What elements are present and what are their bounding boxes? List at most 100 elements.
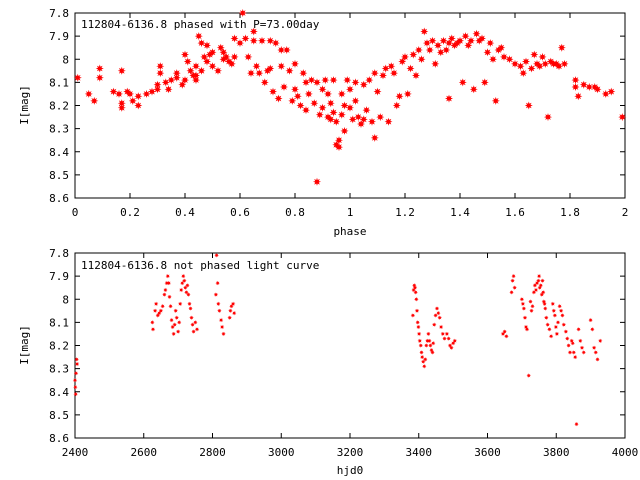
data-point: [555, 62, 563, 71]
x-tick-label: 3000: [268, 446, 295, 459]
data-point: [158, 308, 164, 314]
data-point: [430, 350, 435, 355]
data-point: [414, 46, 423, 54]
data-point: [509, 290, 514, 295]
data-point: [376, 113, 385, 122]
data-point: [185, 283, 190, 288]
data-point: [521, 306, 527, 311]
data-point: [362, 106, 371, 115]
data-point: [126, 89, 134, 98]
data-point: [434, 41, 442, 50]
y-tick-label: 7.8: [49, 7, 69, 20]
data-point: [433, 313, 438, 318]
data-point: [381, 64, 390, 73]
data-point: [574, 421, 579, 427]
data-point: [370, 133, 379, 142]
data-point: [175, 329, 181, 334]
data-point: [431, 59, 440, 68]
data-point: [332, 117, 341, 126]
data-point: [217, 308, 222, 314]
data-point: [176, 320, 182, 325]
data-point: [419, 350, 424, 355]
data-point: [208, 48, 217, 57]
data-point: [413, 290, 418, 295]
y-tick-label: 8.4: [49, 146, 69, 159]
data-point: [340, 126, 349, 135]
data-point: [244, 52, 253, 61]
data-point: [269, 87, 277, 96]
data-point: [432, 322, 437, 327]
data-point: [505, 55, 514, 64]
data-point: [227, 59, 236, 68]
data-point: [458, 78, 467, 87]
data-point: [464, 41, 473, 50]
data-point: [522, 57, 530, 66]
data-point: [581, 350, 586, 355]
data-point: [533, 287, 539, 293]
data-point: [266, 36, 275, 45]
data-point: [321, 76, 330, 85]
data-point: [221, 331, 226, 337]
data-point: [73, 371, 79, 376]
data-point: [445, 39, 453, 48]
data-point: [526, 373, 531, 378]
data-point: [547, 327, 552, 332]
x-tick-label: 3400: [406, 446, 433, 459]
data-point: [486, 39, 495, 48]
data-point: [491, 96, 500, 105]
data-point: [373, 87, 382, 96]
y-tick-label: 7.9: [49, 270, 69, 283]
y-axis-title: I[mag]: [18, 85, 31, 125]
y-tick-label: 7.8: [49, 247, 69, 260]
data-point: [500, 52, 508, 61]
data-point: [194, 327, 200, 332]
x-tick-label: 0.4: [175, 206, 195, 219]
data-point: [150, 320, 155, 325]
x-tick-label: 3200: [337, 446, 364, 459]
data-point: [512, 285, 517, 290]
x-tick-label: 1.4: [450, 206, 470, 219]
data-point: [565, 336, 570, 341]
data-point: [160, 303, 165, 309]
data-point: [522, 315, 528, 320]
data-point: [174, 315, 179, 320]
x-tick-label: 1.6: [505, 206, 525, 219]
data-point: [348, 115, 357, 124]
data-point: [554, 331, 560, 337]
data-point: [164, 85, 173, 94]
data-point: [192, 62, 200, 71]
data-point: [536, 273, 542, 279]
data-point: [109, 87, 118, 96]
y-tick-label: 8.5: [49, 169, 69, 182]
data-points: [72, 253, 603, 427]
data-point: [168, 303, 173, 309]
data-point: [439, 36, 448, 45]
data-point: [171, 331, 176, 337]
data-point: [302, 78, 310, 87]
data-point: [570, 340, 575, 346]
data-point: [591, 345, 597, 351]
data-point: [163, 287, 168, 293]
x-tick-label: 2400: [62, 446, 89, 459]
data-point: [540, 278, 545, 283]
data-point: [524, 101, 533, 110]
data-point: [213, 292, 219, 297]
data-point: [329, 108, 338, 117]
data-point: [117, 99, 126, 108]
data-point: [266, 64, 275, 73]
data-point: [430, 340, 436, 346]
x-tick-label: 2600: [131, 446, 158, 459]
data-point: [304, 89, 313, 98]
data-point: [595, 357, 600, 362]
data-point: [203, 57, 211, 66]
data-point: [299, 69, 308, 78]
data-point: [520, 301, 526, 307]
y-tick-label: 7.9: [49, 30, 69, 43]
data-point: [214, 66, 222, 75]
data-point: [511, 273, 516, 279]
data-point: [326, 115, 335, 124]
data-point: [410, 313, 416, 318]
data-point: [572, 354, 578, 360]
data-point: [472, 29, 481, 38]
data-point: [409, 50, 418, 59]
